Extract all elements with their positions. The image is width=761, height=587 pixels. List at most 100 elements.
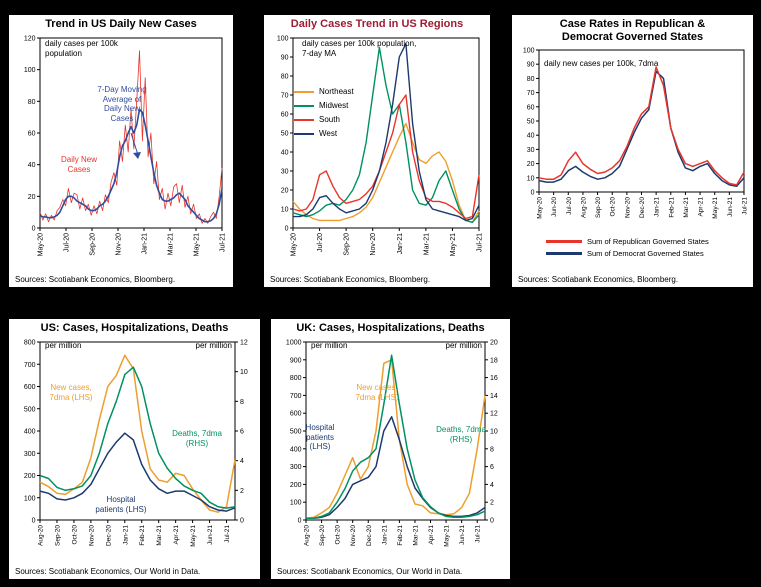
svg-text:30: 30: [281, 168, 289, 175]
svg-text:300: 300: [290, 464, 302, 471]
legend-swatch-icon: [546, 252, 582, 255]
svg-text:400: 400: [290, 446, 302, 453]
svg-text:Nov-20: Nov-20: [88, 524, 95, 545]
svg-text:Mar-21: Mar-21: [168, 233, 175, 255]
svg-text:12: 12: [240, 339, 248, 346]
panel-republican-democrat: Case Rates in Republican & Democrat Gove…: [511, 14, 754, 288]
annotation-new-cases: New cases, 7dma (LHS): [49, 383, 93, 402]
svg-text:60: 60: [527, 105, 535, 112]
series-line: [305, 358, 486, 519]
svg-text:Apr-21: Apr-21: [428, 524, 435, 544]
svg-text:0: 0: [240, 517, 244, 524]
legend-item-midwest: Midwest: [294, 101, 354, 110]
source-text: Sources: Scotiabank Economics, Bloomberg…: [15, 275, 176, 284]
svg-text:Jun-20: Jun-20: [551, 197, 558, 217]
annotation-deaths: Deaths, 7dma (RHS): [436, 425, 486, 444]
svg-text:Jan-21: Jan-21: [381, 524, 388, 544]
series-line: [292, 46, 480, 223]
chart-title: UK: Cases, Hospitalizations, Deaths: [296, 322, 485, 334]
svg-text:Mar-21: Mar-21: [412, 524, 419, 545]
svg-text:20: 20: [490, 339, 498, 346]
svg-text:0: 0: [298, 517, 302, 524]
svg-text:Aug-20: Aug-20: [304, 524, 311, 545]
svg-text:60: 60: [28, 130, 36, 137]
series-line: [306, 354, 486, 519]
svg-text:600: 600: [24, 384, 36, 391]
svg-text:600: 600: [290, 410, 302, 417]
legend-swatch-icon: [294, 90, 314, 93]
svg-text:800: 800: [24, 339, 36, 346]
panel-us-daily-new-cases: Trend in US Daily New Cases 0 20 40 60 80 100…: [8, 14, 234, 288]
svg-text:Oct-20: Oct-20: [610, 197, 617, 217]
axis-note-left: per million: [45, 341, 82, 350]
legend-swatch-icon: [546, 240, 582, 243]
svg-text:Aug-20: Aug-20: [38, 524, 45, 545]
svg-text:6: 6: [240, 428, 244, 435]
axis-note: daily cases per 100k population: [45, 39, 118, 58]
legend-label: West: [319, 129, 338, 138]
svg-text:Nov-20: Nov-20: [116, 233, 123, 256]
svg-text:40: 40: [281, 149, 289, 156]
svg-text:100: 100: [24, 495, 36, 502]
svg-text:Jan-21: Jan-21: [397, 233, 404, 255]
svg-text:0: 0: [490, 517, 494, 524]
svg-text:80: 80: [28, 98, 36, 105]
svg-text:1000: 1000: [286, 339, 302, 346]
svg-text:100: 100: [277, 35, 289, 42]
svg-text:Jul-21: Jul-21: [477, 233, 484, 252]
legend-swatch-icon: [294, 118, 314, 121]
svg-text:900: 900: [290, 357, 302, 364]
svg-text:Jul-21: Jul-21: [475, 524, 482, 542]
panel-us-cases-hosp-deaths: US: Cases, Hospitalizations, Deaths 0 100…: [8, 318, 261, 580]
svg-text:Dec-20: Dec-20: [639, 197, 646, 218]
svg-text:18: 18: [490, 357, 498, 364]
svg-text:8: 8: [490, 446, 494, 453]
annotation-deaths: Deaths, 7dma (RHS): [172, 429, 222, 448]
legend-swatch-icon: [294, 104, 314, 107]
svg-text:400: 400: [24, 428, 36, 435]
svg-text:500: 500: [24, 406, 36, 413]
svg-text:6: 6: [490, 464, 494, 471]
svg-text:10: 10: [240, 369, 248, 376]
svg-text:90: 90: [527, 62, 535, 69]
svg-text:May-20: May-20: [537, 197, 544, 219]
svg-text:May-20: May-20: [291, 233, 298, 256]
chart-title: Daily Cases Trend in US Regions: [290, 18, 464, 30]
legend-label: South: [319, 115, 340, 124]
legend-label: Sum of Republican Governed States: [587, 237, 709, 246]
svg-text:Jul-20: Jul-20: [64, 233, 71, 252]
svg-text:100: 100: [523, 48, 535, 55]
svg-text:14: 14: [490, 393, 498, 400]
series-line: [538, 66, 745, 186]
svg-text:10: 10: [527, 176, 535, 183]
chart-canvas-uk-chd: 0 100 200 300 400 500 600 700 800 900 1000 0 2 4 6 8 10 1…: [286, 339, 498, 546]
svg-text:500: 500: [290, 428, 302, 435]
source-text: Sources: Scotiabank Economics, Bloomberg…: [518, 275, 679, 284]
svg-text:60: 60: [281, 111, 289, 118]
source-text: Sources: Scotiabank Economics, Our World…: [277, 567, 463, 576]
svg-text:10: 10: [281, 206, 289, 213]
svg-text:Sep-20: Sep-20: [319, 524, 326, 545]
svg-text:Dec-20: Dec-20: [366, 524, 373, 545]
svg-text:Jun-21: Jun-21: [207, 524, 214, 544]
svg-text:16: 16: [490, 375, 498, 382]
svg-text:Jul-20: Jul-20: [566, 197, 573, 215]
svg-text:May-21: May-21: [444, 524, 451, 546]
svg-text:Nov-20: Nov-20: [624, 197, 631, 218]
svg-text:Jan-21: Jan-21: [142, 233, 149, 255]
svg-text:May-20: May-20: [38, 233, 45, 256]
svg-text:12: 12: [490, 410, 498, 417]
svg-text:Feb-21: Feb-21: [668, 197, 675, 218]
svg-text:Oct-20: Oct-20: [71, 524, 78, 544]
legend-label: Midwest: [319, 101, 349, 110]
axis-note-right: per million: [195, 341, 232, 350]
svg-text:80: 80: [527, 76, 535, 83]
panel-uk-cases-hosp-deaths: UK: Cases, Hospitalizations, Deaths 0 100…: [270, 318, 511, 580]
svg-text:4: 4: [490, 482, 494, 489]
svg-text:200: 200: [290, 482, 302, 489]
source-text: Sources: Scotiabank Economics, Bloomberg…: [270, 275, 431, 284]
svg-text:May-21: May-21: [194, 233, 201, 256]
svg-text:10: 10: [490, 428, 498, 435]
panel-us-regions: Daily Cases Trend in US Regions 0 10 20 30 4…: [263, 14, 491, 288]
